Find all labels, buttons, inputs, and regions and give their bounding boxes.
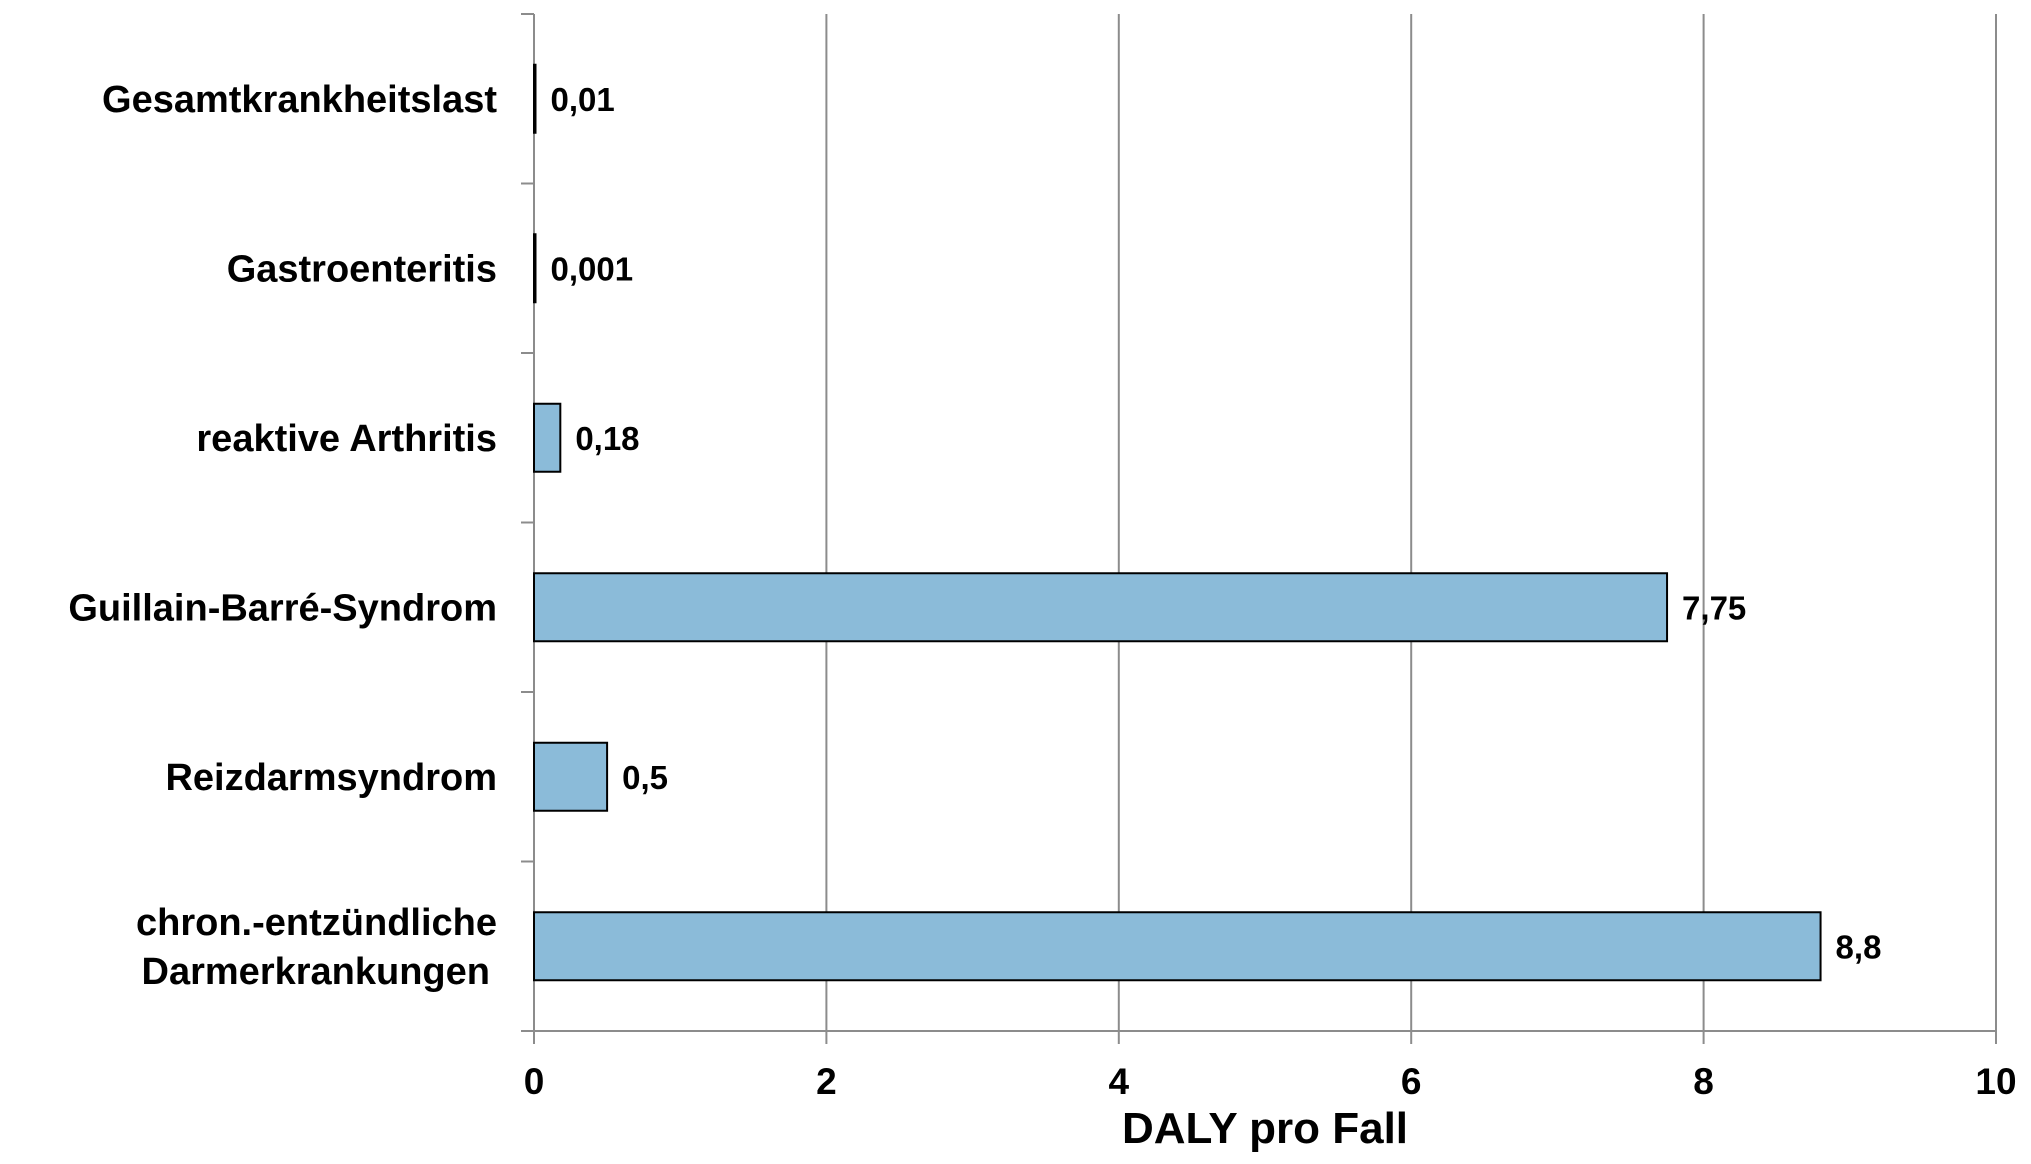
bar-4: [533, 741, 609, 812]
bars: [533, 63, 1822, 982]
x-tick-label-3: 6: [1401, 1061, 1422, 1102]
category-label-4: Reizdarmsyndrom: [165, 757, 497, 799]
x-tick-label-5: 10: [1975, 1061, 2016, 1102]
data-label-3: 7,75: [1682, 589, 1746, 626]
bar-2: [533, 402, 562, 473]
data-label-2: 0,18: [575, 420, 639, 457]
category-label-3: Guillain-Barré-Syndrom: [68, 587, 497, 629]
data-label-1: 0,001: [551, 250, 634, 287]
data-label-5: 8,8: [1836, 928, 1882, 965]
category-label-0: Gesamtkrankheitslast: [102, 79, 497, 121]
bar-3: [533, 572, 1669, 643]
grid: [825, 14, 1997, 1031]
category-label-1: Gastroenteritis: [227, 248, 497, 290]
x-axis-title: DALY pro Fall: [1122, 1104, 1408, 1153]
x-tick-label-1: 2: [816, 1061, 837, 1102]
category-label-5-line-1: Darmerkrankungen: [142, 951, 490, 993]
axes: [521, 13, 1997, 1044]
data-label-4: 0,5: [622, 759, 668, 796]
data-label-0: 0,01: [551, 81, 615, 118]
category-label-2: reaktive Arthritis: [196, 418, 497, 460]
bar-1: [533, 233, 537, 304]
x-tick-label-0: 0: [524, 1061, 545, 1102]
x-tick-label-2: 4: [1109, 1061, 1130, 1102]
labels: 0 2 4 6 8 10 0,01 Gesamtkrankheitslast 0,001 Gast…: [68, 79, 2016, 1102]
bar-0: [533, 63, 537, 134]
bar-5: [533, 911, 1822, 982]
category-label-5-line-0: chron.-entzündliche: [136, 902, 497, 944]
x-tick-label-4: 8: [1693, 1061, 1714, 1102]
